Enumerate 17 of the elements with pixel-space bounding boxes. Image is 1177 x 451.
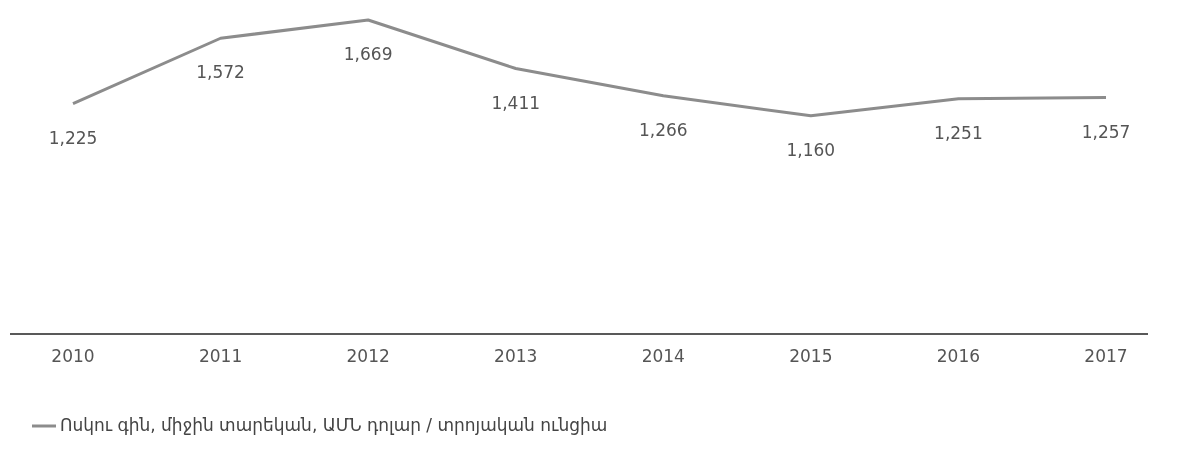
- x-tick-label: 2015: [789, 346, 833, 367]
- x-tick-label: 2016: [936, 346, 981, 367]
- data-label: 1,160: [786, 139, 836, 160]
- data-label: 1,669: [343, 44, 393, 64]
- x-tick-label: 2012: [346, 346, 390, 367]
- x-tick-label: 2013: [494, 346, 538, 367]
- data-label: 1,411: [491, 92, 541, 113]
- data-label: 1,572: [196, 62, 245, 83]
- x-tick-label: 2017: [1084, 346, 1128, 367]
- legend-label: Ոսկու գին, միջին տարեկան, ԱՄՆ դոլար / տրոյական ունցիա: [60, 415, 608, 435]
- data-label: 1,257: [1081, 121, 1131, 142]
- x-tick-label: 2010: [51, 346, 95, 367]
- data-label: 1,251: [934, 122, 983, 143]
- data-label: 1,266: [638, 119, 688, 140]
- x-tick-label: 2014: [641, 346, 685, 367]
- x-tick-label: 2011: [198, 346, 243, 367]
- data-label: 1,225: [48, 127, 98, 148]
